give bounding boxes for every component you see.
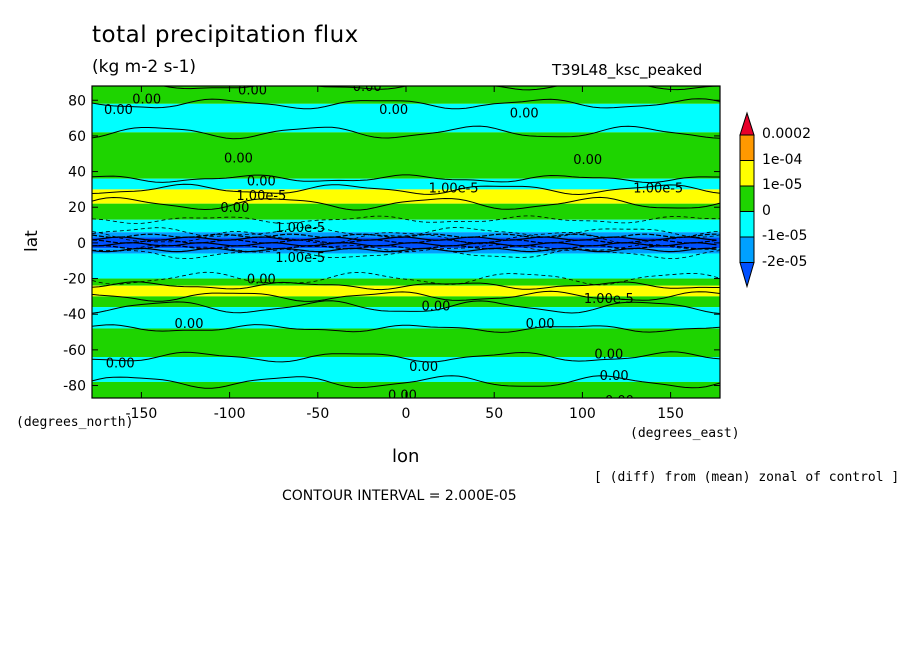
contour-label-0: 0.00 — [132, 92, 161, 107]
contour-label-15: 0.00 — [247, 273, 276, 288]
x-axis-label: lon — [392, 446, 420, 467]
x-tick-label-1: -100 — [214, 406, 246, 422]
lat-band-6 — [92, 219, 720, 233]
lat-band-17 — [92, 381, 720, 398]
contour-label-8: 0.00 — [247, 174, 276, 189]
contour-line-6 — [92, 215, 720, 225]
colorbar-label-1: 1e-04 — [762, 151, 803, 168]
contour-label-21: 0.00 — [106, 356, 135, 371]
x-tick-label-5: 100 — [569, 406, 596, 422]
contour-label-25: 0.00 — [605, 394, 634, 409]
contour-label-4: 0.00 — [379, 103, 408, 118]
y-tick-label-5: -20 — [63, 272, 86, 288]
diff-footnote: [ (diff) from (mean) zonal of control ] — [594, 470, 900, 485]
lat-band-12 — [92, 285, 720, 297]
lat-band-10 — [92, 253, 720, 279]
contour-label-13: 1.00e-5 — [275, 221, 325, 236]
lat-band-7 — [92, 232, 720, 238]
x-tick-label-4: 50 — [485, 406, 503, 422]
contour-line-2 — [92, 125, 720, 140]
run-label: T39L48_ksc_peaked — [552, 61, 703, 79]
y-tick-label-1: 60 — [68, 129, 86, 145]
y-tick-label-8: -80 — [63, 379, 86, 395]
colorbar-label-5: -2e-05 — [762, 253, 808, 270]
lat-band-5 — [92, 203, 720, 220]
x-tick-label-2: -50 — [306, 406, 329, 422]
contour-line-14 — [92, 300, 720, 314]
contour-label-17: 0.00 — [422, 299, 451, 314]
x-tick-label-6: 150 — [657, 406, 684, 422]
lat-band-2 — [92, 132, 720, 179]
contour-line-10 — [92, 247, 720, 260]
contour-interval: CONTOUR INTERVAL = 2.000E-05 — [282, 488, 517, 504]
contour-label-11: 1.00e-5 — [633, 182, 683, 197]
contour-label-18: 0.00 — [175, 317, 204, 332]
contour-line-8 — [92, 230, 720, 245]
y-axis-units: (degrees_north) — [16, 415, 134, 430]
chart-units: (kg m-2 s-1) — [92, 57, 197, 77]
contour-label-16: 1.00e-5 — [584, 292, 634, 307]
y-tick-label-3: 20 — [68, 200, 86, 216]
contour-line-16 — [92, 351, 720, 363]
x-tick-label-0: -150 — [126, 406, 158, 422]
colorbar-label-3: 0 — [762, 202, 771, 219]
x-axis-units: (degrees_east) — [630, 426, 740, 441]
contour-line-12 — [92, 281, 720, 291]
equatorial-contour-2 — [92, 242, 717, 247]
lat-band-16 — [92, 356, 720, 382]
contour-line-7 — [92, 226, 720, 238]
contour-line-17 — [92, 375, 720, 389]
colorbar-segment-5 — [739, 236, 755, 263]
contour-label-20: 0.00 — [594, 347, 623, 362]
colorbar-segment-3 — [739, 185, 755, 212]
lat-band-9 — [92, 248, 720, 254]
contour-line-13 — [92, 290, 720, 302]
contour-label-12: 0.00 — [220, 201, 249, 216]
chart-title: total precipitation flux — [92, 22, 359, 48]
colorbar-segment-2 — [739, 160, 755, 187]
lat-band-11 — [92, 278, 720, 286]
contour-label-14: 1.00e-5 — [275, 251, 325, 266]
y-tick-label-0: 80 — [68, 93, 86, 109]
y-tick-label-4: 0 — [77, 236, 86, 252]
contour-label-1: 0.00 — [104, 103, 133, 118]
equatorial-contour-4 — [92, 236, 717, 241]
contour-label-7: 0.00 — [573, 153, 602, 168]
colorbar-segment-1 — [739, 134, 755, 161]
contour-line-3 — [92, 174, 720, 184]
contour-line-5 — [92, 196, 720, 211]
colorbar-label-4: -1e-05 — [762, 228, 808, 244]
contour-label-9: 1.00e-5 — [236, 189, 286, 204]
y-tick-label-6: -40 — [63, 307, 86, 323]
contour-line-11 — [92, 271, 720, 286]
contour-label-22: 0.00 — [409, 360, 438, 375]
contour-label-6: 0.00 — [224, 151, 253, 166]
lat-band-13 — [92, 296, 720, 308]
contour-label-2: 0.00 — [238, 84, 267, 99]
lat-band-15 — [92, 328, 720, 357]
contour-label-19: 0.00 — [526, 317, 555, 332]
colorbar-bottom-arrow — [739, 262, 755, 289]
contour-label-3: 0.00 — [353, 80, 382, 95]
lat-band-0 — [92, 86, 720, 104]
contour-label-10: 1.00e-5 — [429, 182, 479, 197]
contour-line-4 — [92, 183, 720, 196]
contour-label-24: 0.00 — [388, 388, 417, 403]
colorbar-label-0: 0.0002 — [762, 126, 811, 142]
colorbar-label-2: 1e-05 — [762, 177, 803, 193]
lat-band-3 — [92, 178, 720, 190]
x-tick-label-3: 0 — [402, 406, 411, 422]
contour-line-15 — [92, 324, 720, 333]
y-tick-label-7: -60 — [63, 343, 86, 359]
equatorial-contour-0 — [92, 247, 717, 253]
contour-label-5: 0.00 — [510, 107, 539, 122]
colorbar-segment-4 — [739, 211, 755, 238]
y-tick-label-2: 40 — [68, 165, 86, 181]
contour-line-0 — [92, 86, 720, 91]
contour-line-1 — [92, 98, 720, 110]
contour-label-23: 0.00 — [600, 369, 629, 384]
colorbar-top-arrow — [739, 111, 755, 136]
